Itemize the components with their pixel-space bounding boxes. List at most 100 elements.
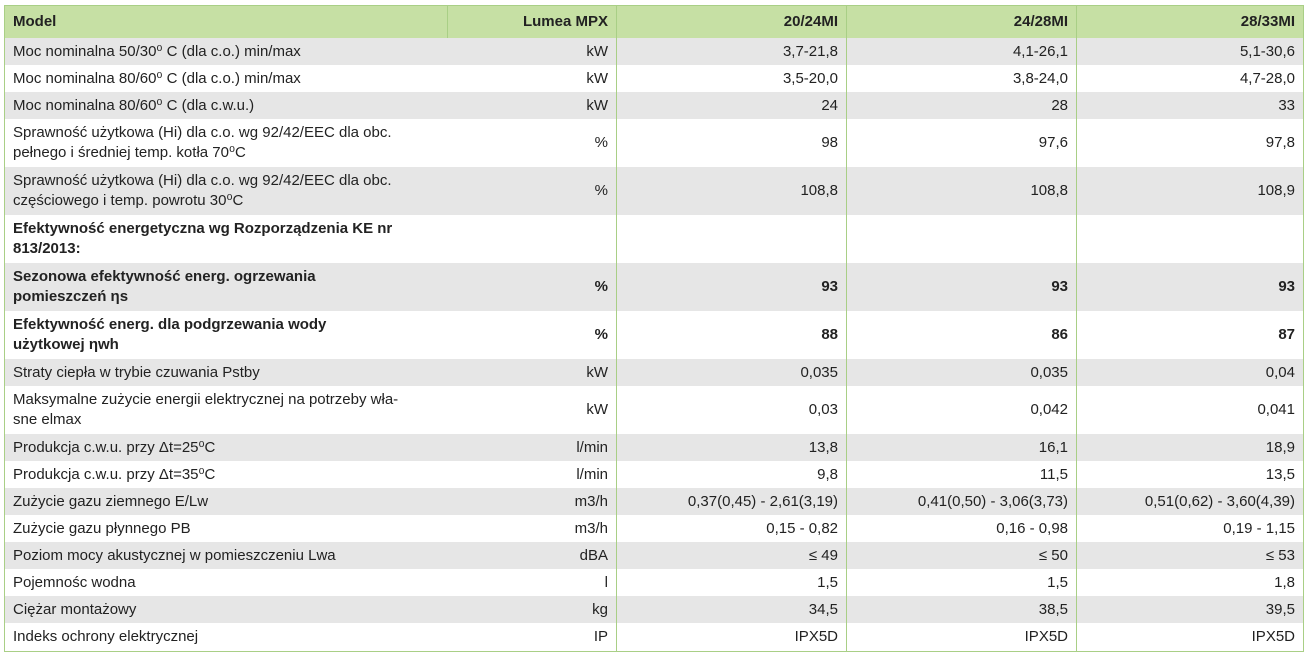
row-value-3: 0,041 bbox=[1076, 386, 1304, 434]
row-label: Produkcja c.w.u. przy Δt=25⁰C bbox=[13, 438, 216, 456]
row-value-1: 88 bbox=[616, 311, 847, 359]
table-row: Indeks ochrony elektrycznej IP IPX5D IPX5D I… bbox=[4, 623, 1304, 652]
table-row: Sprawność użytkowa (Hi) dla c.o. wg 92/4… bbox=[4, 167, 1304, 215]
row-value-3: IPX5D bbox=[1076, 623, 1304, 652]
row-value-1: 34,5 bbox=[616, 596, 847, 623]
table-row: Moc nominalna 80/60⁰ C (dla c.o.) min/ma… bbox=[4, 65, 1304, 92]
row-unit: % bbox=[594, 134, 608, 151]
spec-table: Model Lumea MPX 20/24MI 24/28MI 28/33MI … bbox=[4, 5, 1304, 652]
table-row: Produkcja c.w.u. przy Δt=25⁰C l/min 13,8 16… bbox=[4, 434, 1304, 461]
row-value-3: 0,51(0,62) - 3,60(4,39) bbox=[1076, 488, 1304, 515]
row-value-1: ≤ 49 bbox=[616, 542, 847, 569]
row-value-2: 0,41(0,50) - 3,06(3,73) bbox=[846, 488, 1077, 515]
row-value-3: 39,5 bbox=[1076, 596, 1304, 623]
row-unit: IP bbox=[447, 623, 617, 652]
row-value-1: 0,035 bbox=[616, 359, 847, 386]
row-label: Sezonowa efektywność energ. ogrzewania po… bbox=[13, 268, 316, 305]
row-value-2: 28 bbox=[846, 92, 1077, 119]
row-label: Moc nominalna 80/60⁰ C (dla c.o.) min/ma… bbox=[13, 69, 301, 87]
row-value-1: 0,15 - 0,82 bbox=[616, 515, 847, 542]
row-unit: l bbox=[604, 573, 608, 591]
row-value-1: 24 bbox=[616, 92, 847, 119]
row-unit: kW bbox=[586, 42, 608, 60]
row-label: Sprawność użytkowa (Hi) dla c.o. wg 92/4… bbox=[13, 172, 392, 209]
row-label: Straty ciepła w trybie czuwania Pstby bbox=[13, 363, 260, 381]
row-value-3 bbox=[1076, 215, 1304, 263]
table-row: Poziom mocy akustycznej w pomieszczeniu … bbox=[4, 542, 1304, 569]
row-value-3: 5,1-30,6 bbox=[1076, 38, 1304, 65]
table-row: Zużycie gazu płynnego PB m3/h 0,15 - 0,82 0… bbox=[4, 515, 1304, 542]
table-row: Ciężar montażowy kg 34,5 38,5 39,5 bbox=[4, 596, 1304, 623]
header-model: Model bbox=[4, 5, 448, 38]
table-row: Zużycie gazu ziemnego E/Lw m3/h 0,37(0,45)… bbox=[4, 488, 1304, 515]
row-unit: % bbox=[594, 182, 608, 199]
row-value-2: IPX5D bbox=[846, 623, 1077, 652]
row-unit bbox=[448, 215, 617, 263]
row-value-2: 0,035 bbox=[846, 359, 1077, 386]
row-unit: l/min bbox=[576, 465, 608, 483]
row-label: Sprawność użytkowa (Hi) dla c.o. wg 92/4… bbox=[13, 124, 392, 161]
row-unit: kW bbox=[586, 363, 608, 381]
row-value-1: 3,7-21,8 bbox=[616, 38, 847, 65]
row-value-2: 0,16 - 0,98 bbox=[846, 515, 1077, 542]
row-value-2: 86 bbox=[846, 311, 1077, 359]
row-unit: kW bbox=[586, 401, 608, 418]
row-unit: m3/h bbox=[574, 519, 608, 537]
row-value-3: 18,9 bbox=[1076, 434, 1304, 461]
row-value-2: 0,042 bbox=[846, 386, 1077, 434]
row-value-2: 93 bbox=[846, 263, 1077, 311]
header-model-1: 20/24MI bbox=[616, 5, 847, 38]
row-value-1: 108,8 bbox=[616, 167, 847, 215]
row-value-3: 13,5 bbox=[1076, 461, 1304, 488]
table-row: Sprawność użytkowa (Hi) dla c.o. wg 92/4… bbox=[4, 119, 1304, 167]
row-value-2: 16,1 bbox=[846, 434, 1077, 461]
table-row: Produkcja c.w.u. przy Δt=35⁰C l/min 9,8 11,… bbox=[4, 461, 1304, 488]
table-row: Efektywność energetyczna wg Rozporządzen… bbox=[4, 215, 1304, 263]
row-label: Pojemnośc wodna bbox=[13, 573, 136, 591]
row-value-3: 0,19 - 1,15 bbox=[1076, 515, 1304, 542]
row-value-3: 33 bbox=[1076, 92, 1304, 119]
row-value-2: 11,5 bbox=[846, 461, 1077, 488]
row-value-2: 1,5 bbox=[846, 569, 1077, 596]
row-value-1: 98 bbox=[616, 119, 847, 167]
row-value-3: ≤ 53 bbox=[1076, 542, 1304, 569]
header-row: Model Lumea MPX 20/24MI 24/28MI 28/33MI bbox=[4, 5, 1304, 38]
row-value-3: 0,04 bbox=[1076, 359, 1304, 386]
table-row: Sezonowa efektywność energ. ogrzewania po… bbox=[4, 263, 1304, 311]
row-unit: kg bbox=[592, 600, 608, 618]
row-value-2 bbox=[846, 215, 1077, 263]
row-label: Maksymalne zużycie energii elektrycznej … bbox=[13, 391, 399, 428]
row-unit: % bbox=[594, 326, 608, 343]
table-row: Pojemnośc wodna l 1,5 1,5 1,8 bbox=[4, 569, 1304, 596]
row-value-2: 3,8-24,0 bbox=[846, 65, 1077, 92]
row-value-1: 1,5 bbox=[616, 569, 847, 596]
row-value-2: ≤ 50 bbox=[846, 542, 1077, 569]
row-value-2: 97,6 bbox=[846, 119, 1077, 167]
row-unit: m3/h bbox=[574, 492, 608, 510]
table-row: Maksymalne zużycie energii elektrycznej … bbox=[4, 386, 1304, 434]
table-row: Straty ciepła w trybie czuwania Pstby kW 0… bbox=[4, 359, 1304, 386]
row-label: Zużycie gazu ziemnego E/Lw bbox=[13, 492, 209, 510]
row-unit: % bbox=[594, 278, 608, 295]
row-value-2: 108,8 bbox=[846, 167, 1077, 215]
row-value-2: 4,1-26,1 bbox=[846, 38, 1077, 65]
row-label: Poziom mocy akustycznej w pomieszczeniu … bbox=[13, 546, 336, 564]
row-value-3: 93 bbox=[1076, 263, 1304, 311]
row-value-1: IPX5D bbox=[616, 623, 847, 652]
row-unit: l/min bbox=[576, 438, 608, 456]
header-model-3: 28/33MI bbox=[1076, 5, 1304, 38]
table-row: Efektywność energ. dla podgrzewania wody… bbox=[4, 311, 1304, 359]
row-label: Produkcja c.w.u. przy Δt=35⁰C bbox=[13, 465, 216, 483]
row-value-2: 38,5 bbox=[846, 596, 1077, 623]
row-label: Efektywność energ. dla podgrzewania wody… bbox=[13, 316, 327, 353]
row-value-3: 97,8 bbox=[1076, 119, 1304, 167]
row-unit: dBA bbox=[579, 546, 608, 564]
row-value-1: 9,8 bbox=[616, 461, 847, 488]
table-row: Moc nominalna 80/60⁰ C (dla c.w.u.) kW 24 2… bbox=[4, 92, 1304, 119]
header-series: Lumea MPX bbox=[447, 5, 617, 38]
row-value-1: 0,03 bbox=[616, 386, 847, 434]
row-label: Moc nominalna 50/30⁰ C (dla c.o.) min/ma… bbox=[13, 42, 301, 60]
row-value-3: 108,9 bbox=[1076, 167, 1304, 215]
table-row: Moc nominalna 50/30⁰ C (dla c.o.) min/ma… bbox=[4, 38, 1304, 65]
row-label: Moc nominalna 80/60⁰ C (dla c.w.u.) bbox=[13, 96, 255, 114]
